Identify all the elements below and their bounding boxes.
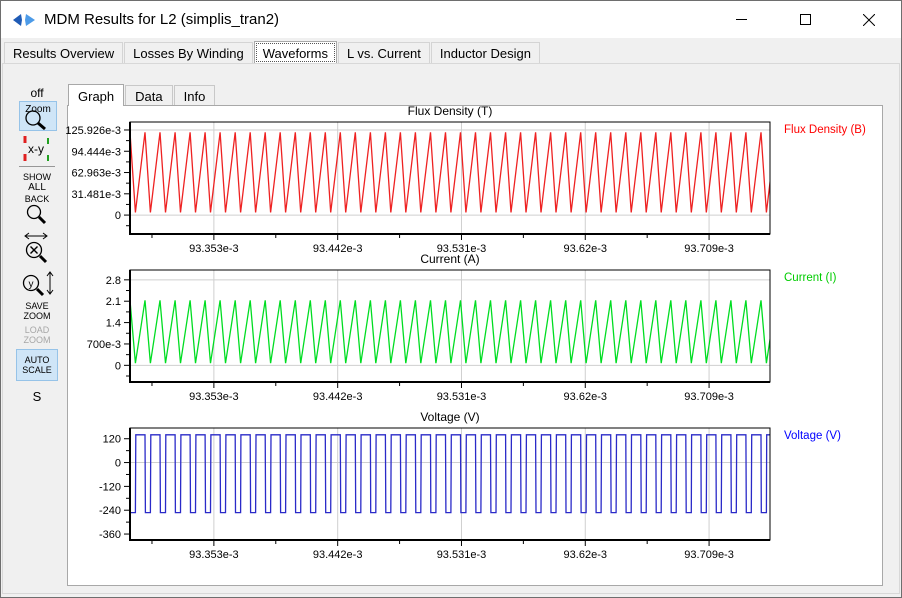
shortcut-s-label: S	[32, 389, 42, 404]
zoom-x-axis-icon	[24, 232, 48, 264]
subtab-graph[interactable]: Graph	[68, 84, 125, 106]
tab-waveforms[interactable]: Waveforms	[253, 41, 337, 64]
svg-text:700e-3: 700e-3	[87, 339, 121, 351]
svg-text:93.62e-3: 93.62e-3	[564, 391, 607, 403]
flux-density-legend: Flux Density (B)	[784, 124, 866, 136]
tab-l-vs-current[interactable]: L vs. Current	[337, 42, 430, 63]
svg-text:62.963e-3: 62.963e-3	[71, 168, 121, 180]
svg-text:93.62e-3: 93.62e-3	[564, 243, 607, 255]
svg-text:93.353e-3: 93.353e-3	[189, 391, 239, 403]
zoom-y-axis-button[interactable]: y	[9, 269, 65, 306]
subtab-data[interactable]: Data	[125, 85, 173, 105]
voltage-legend: Voltage (V)	[784, 430, 841, 442]
xy-label: x-y	[28, 142, 44, 156]
svg-text:0: 0	[115, 210, 121, 222]
auto-scale-label-1: AUTO	[24, 355, 50, 365]
main-tab-bar: Results Overview Losses By Winding Wavef…	[2, 41, 900, 64]
save-zoom-button[interactable]: SAVE ZOOM	[9, 301, 65, 321]
minimize-icon	[735, 19, 747, 20]
show-all-button[interactable]: SHOW ALL	[9, 172, 65, 193]
svg-text:-120: -120	[99, 481, 121, 493]
titlebar: MDM Results for L2 (simplis_tran2)	[1, 1, 901, 38]
show-all-label-1: SHOW	[23, 172, 51, 182]
maximize-icon	[799, 14, 811, 25]
close-button[interactable]	[837, 1, 901, 38]
current-chart[interactable]: 2.8 2.1 1.4 700e-3 0 93.353e-3 93.442e-3 93.531…	[70, 252, 850, 404]
back-label: BACK	[24, 194, 50, 204]
zoom-back-button[interactable]: BACK	[9, 194, 65, 232]
save-zoom-label-2: ZOOM	[23, 311, 51, 321]
zoom-label: Zoom	[25, 104, 51, 115]
svg-text:-240: -240	[99, 505, 121, 517]
graph-panel: 125.926e-3 94.444e-3 62.963e-3 31.481e-3 0 93…	[65, 104, 883, 586]
close-icon	[863, 13, 875, 26]
svg-text:93.709e-3: 93.709e-3	[684, 549, 734, 561]
cursors-off-toggle[interactable]: off	[30, 86, 44, 100]
auto-scale-label-2: SCALE	[22, 365, 52, 375]
toolbar-separator	[19, 166, 55, 167]
simetrix-app-icon	[13, 13, 35, 26]
svg-text:Voltage (V): Voltage (V)	[420, 410, 479, 424]
svg-text:93.531e-3: 93.531e-3	[437, 391, 487, 403]
svg-text:93.442e-3: 93.442e-3	[313, 243, 363, 255]
svg-text:93.353e-3: 93.353e-3	[189, 243, 239, 255]
graph-toolbar: off Zoom x-y SHOW ALL BACK	[9, 86, 65, 426]
maximize-button[interactable]	[773, 1, 837, 38]
svg-text:0: 0	[115, 360, 121, 372]
svg-text:2.8: 2.8	[106, 275, 121, 287]
graph-subtab-bar: Graph Data Info	[68, 83, 216, 106]
load-zoom-label-1: LOAD	[24, 325, 50, 335]
window-title: MDM Results for L2 (simplis_tran2)	[44, 11, 280, 28]
subtab-info[interactable]: Info	[173, 85, 216, 105]
flux-density-chart[interactable]: 125.926e-3 94.444e-3 62.963e-3 31.481e-3 0 93…	[65, 104, 850, 256]
window-controls	[709, 1, 901, 38]
svg-text:93.531e-3: 93.531e-3	[437, 549, 487, 561]
svg-text:2.1: 2.1	[106, 296, 121, 308]
svg-text:120: 120	[103, 434, 121, 446]
svg-text:-360: -360	[99, 529, 121, 541]
svg-text:93.709e-3: 93.709e-3	[684, 243, 734, 255]
svg-text:94.444e-3: 94.444e-3	[71, 146, 121, 158]
svg-text:0: 0	[115, 458, 121, 470]
voltage-chart[interactable]: 120 0 -120 -240 -360 93.353e-3 93.442e-3 93.531…	[70, 410, 850, 562]
save-zoom-label-1: SAVE	[25, 301, 49, 311]
svg-text:31.481e-3: 31.481e-3	[71, 189, 121, 201]
load-zoom-button[interactable]: LOAD ZOOM	[9, 325, 65, 345]
svg-text:125.926e-3: 125.926e-3	[65, 125, 121, 137]
zoom-y-glyph: y	[29, 279, 34, 290]
tab-losses-by-winding[interactable]: Losses By Winding	[124, 42, 253, 63]
current-legend: Current (I)	[784, 272, 837, 284]
svg-text:93.442e-3: 93.442e-3	[313, 549, 363, 561]
zoom-x-axis-button[interactable]	[9, 231, 65, 273]
auto-scale-button[interactable]: AUTO SCALE	[16, 349, 58, 381]
zoom-magnifier-icon: Zoom	[25, 104, 51, 131]
load-zoom-label-2: ZOOM	[23, 335, 51, 345]
svg-text:Flux Density (T): Flux Density (T)	[408, 104, 493, 118]
zoom-y-axis-icon: y	[22, 271, 54, 297]
xy-cursor-icon: x-y	[23, 136, 49, 162]
svg-text:93.442e-3: 93.442e-3	[313, 391, 363, 403]
svg-text:93.531e-3: 93.531e-3	[437, 243, 487, 255]
svg-text:93.709e-3: 93.709e-3	[684, 391, 734, 403]
svg-text:93.62e-3: 93.62e-3	[564, 549, 607, 561]
zoom-mode-button[interactable]: Zoom	[19, 101, 57, 131]
svg-text:93.353e-3: 93.353e-3	[189, 549, 239, 561]
svg-text:Current (A): Current (A)	[420, 252, 479, 266]
show-all-label-2: ALL	[28, 182, 46, 193]
svg-text:1.4: 1.4	[106, 318, 121, 330]
tab-results-overview[interactable]: Results Overview	[4, 42, 124, 63]
minimize-button[interactable]	[709, 1, 773, 38]
xy-cursor-button[interactable]: x-y	[9, 135, 65, 162]
back-magnifier-icon	[26, 204, 47, 225]
tab-inductor-design[interactable]: Inductor Design	[430, 42, 540, 63]
